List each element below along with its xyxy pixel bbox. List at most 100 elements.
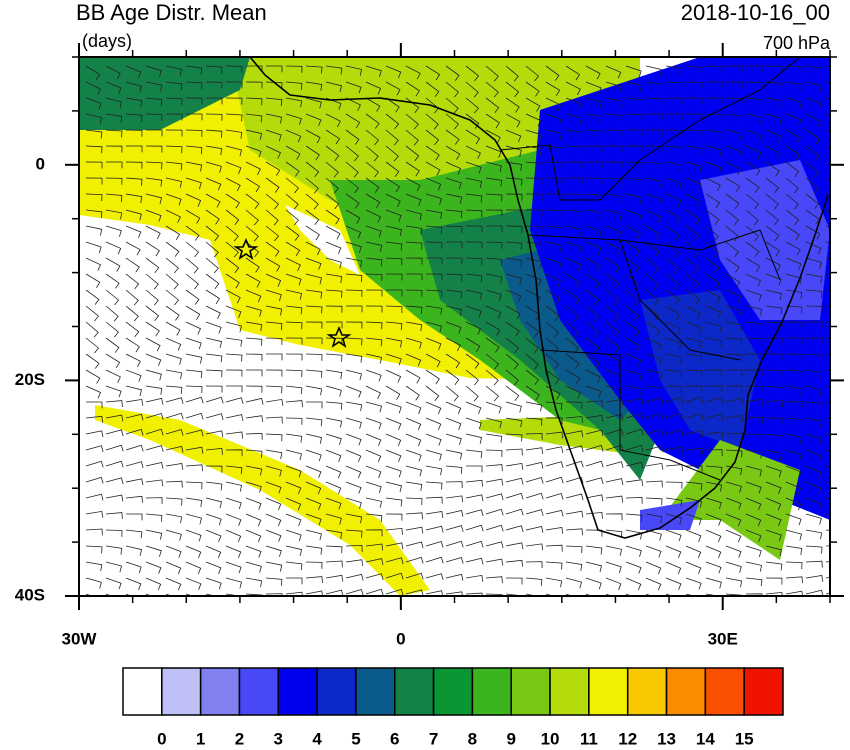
- wind-barb: [585, 400, 603, 408]
- wind-barb: [125, 398, 144, 406]
- wind-barb: [485, 129, 501, 144]
- wind-barb: [245, 545, 262, 558]
- wind-barb: [225, 431, 244, 439]
- wind-barb: [285, 225, 300, 241]
- wind-barb: [265, 337, 283, 345]
- wind-barb: [625, 209, 642, 222]
- wind-barb: [265, 209, 279, 226]
- wind-barb: [765, 529, 782, 542]
- wind-barb: [505, 448, 523, 456]
- wind-barb: [625, 428, 644, 436]
- wind-barb: [345, 513, 363, 524]
- wind-barb: [485, 337, 500, 353]
- wind-barb: [305, 177, 319, 194]
- wind-barb: [85, 415, 103, 423]
- wind-barb: [225, 257, 240, 274]
- wind-barb: [625, 113, 643, 122]
- wind-barb: [245, 289, 262, 303]
- wind-barb: [465, 129, 481, 145]
- wind-barb: [205, 337, 223, 348]
- wind-barb: [305, 433, 323, 444]
- wind-barb: [525, 561, 543, 569]
- wind-barb: [105, 337, 120, 353]
- wind-barb: [485, 273, 503, 284]
- wind-barb: [565, 225, 583, 236]
- map-axes: 30W 0 30E 0 20S 40S: [15, 43, 844, 648]
- wind-barb: [326, 321, 343, 329]
- wind-barb: [145, 81, 163, 92]
- wind-barb: [465, 145, 481, 159]
- wind-barb: [465, 305, 482, 318]
- wind-barb: [585, 273, 600, 289]
- wind-barb: [185, 161, 203, 172]
- wind-barb: [645, 305, 660, 321]
- wind-barb: [185, 129, 203, 137]
- wind-barb: [805, 369, 823, 379]
- wind-barb: [805, 465, 822, 479]
- wind-barb: [205, 465, 223, 473]
- wind-barb: [205, 193, 221, 208]
- wind-barb: [765, 241, 781, 257]
- wind-barb: [665, 497, 683, 507]
- wind-barb: [225, 177, 241, 192]
- wind-barb: [145, 369, 162, 381]
- wind-barb: [245, 397, 264, 405]
- wind-barb: [305, 545, 323, 555]
- wind-barb: [545, 401, 563, 411]
- wind-barb: [525, 543, 544, 551]
- wind-barb: [725, 289, 742, 303]
- wind-barb: [125, 529, 143, 539]
- wind-barb: [85, 65, 101, 81]
- wind-barb: [385, 305, 403, 314]
- wind-barb: [665, 161, 683, 172]
- wind-barb: [465, 524, 484, 532]
- wind-barb: [465, 81, 479, 98]
- wind-barb: [525, 113, 542, 127]
- wind-barb: [165, 273, 179, 290]
- wind-barb: [265, 177, 280, 193]
- wind-barb: [725, 161, 741, 175]
- colorbar-label: 1: [196, 729, 205, 748]
- wind-barb: [445, 540, 464, 548]
- wind-barb: [305, 417, 323, 427]
- wind-barb: [85, 97, 102, 110]
- wind-barb: [345, 573, 364, 581]
- wind-barb: [225, 414, 244, 421]
- wind-barb: [745, 241, 760, 257]
- wind-barb: [665, 177, 682, 189]
- wind-barb: [665, 321, 681, 335]
- wind-barb: [125, 577, 142, 590]
- wind-barb: [625, 496, 643, 504]
- wind-barb: [525, 65, 540, 82]
- wind-barb: [785, 209, 800, 226]
- wind-barb: [86, 401, 103, 409]
- wind-barb: [165, 577, 182, 591]
- wind-barb: [465, 161, 482, 174]
- wind-barb: [205, 81, 223, 89]
- wind-barb: [226, 385, 243, 393]
- wind-barb: [805, 545, 823, 554]
- colorbar-label: 9: [507, 729, 516, 748]
- wind-barb: [465, 193, 483, 203]
- wind-barb: [345, 385, 362, 398]
- wind-barb: [485, 321, 501, 336]
- wind-barb: [485, 508, 504, 516]
- wind-barb: [185, 412, 204, 420]
- colorbar-label: 7: [429, 729, 438, 748]
- wind-barb: [505, 542, 524, 550]
- wind-barb: [145, 479, 164, 487]
- wind-barb: [465, 417, 482, 430]
- wind-barb: [465, 385, 479, 402]
- wind-barb: [565, 337, 579, 354]
- wind-barb: [146, 129, 163, 137]
- wind-barb: [405, 289, 423, 297]
- wind-barb: [425, 433, 442, 446]
- wind-barb: [665, 257, 679, 274]
- wind-barb: [145, 462, 164, 469]
- wind-barb: [745, 129, 762, 142]
- wind-barb: [185, 65, 203, 75]
- wind-barb: [425, 177, 442, 191]
- wind-barb: [625, 241, 641, 257]
- wind-barb: [265, 145, 282, 159]
- wind-barb: [345, 145, 359, 162]
